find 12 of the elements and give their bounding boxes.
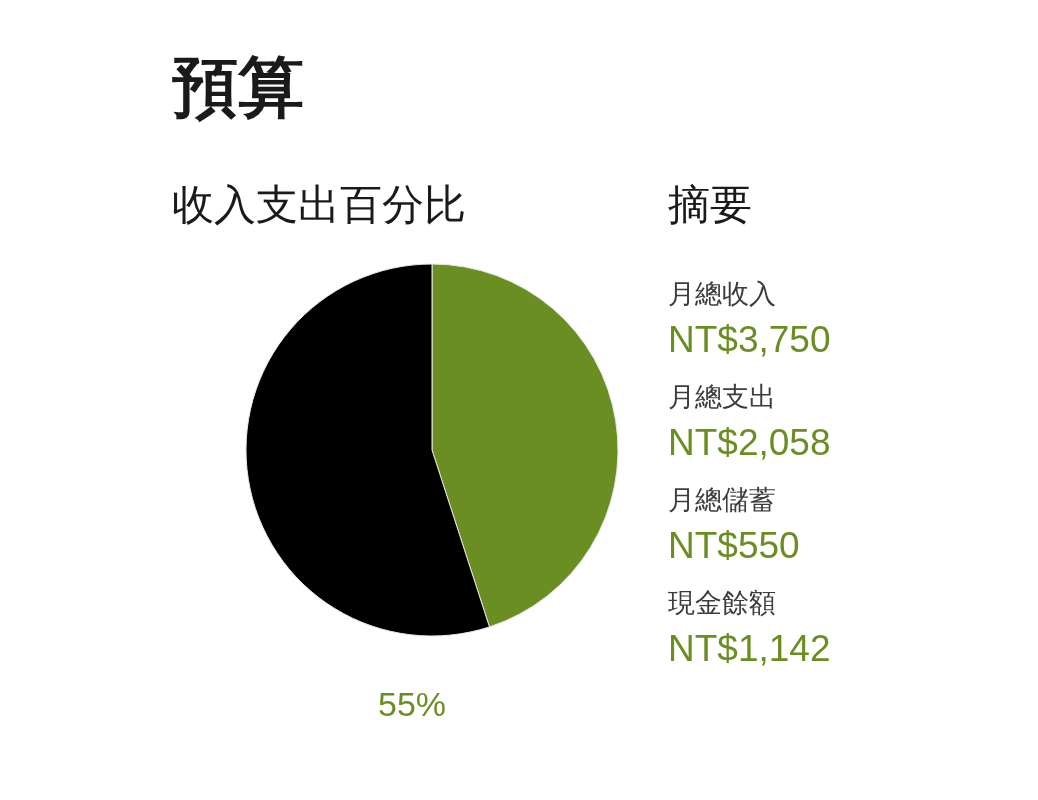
- text: 現金餘額: [668, 588, 776, 618]
- text: 月總支出: [668, 382, 776, 412]
- text: NT$3,750: [668, 319, 831, 360]
- text: 摘要: [668, 181, 752, 228]
- text: 月總收入: [668, 279, 776, 309]
- chart-title: 預算: [172, 50, 304, 124]
- text: 月總儲蓄: [668, 485, 776, 515]
- text: NT$550: [668, 525, 800, 566]
- text: NT$1,142: [668, 628, 831, 669]
- text: 55%: [377, 685, 447, 723]
- text: NT$2,058: [668, 422, 831, 463]
- chart-subtitle: 收入支出百分比: [172, 181, 466, 228]
